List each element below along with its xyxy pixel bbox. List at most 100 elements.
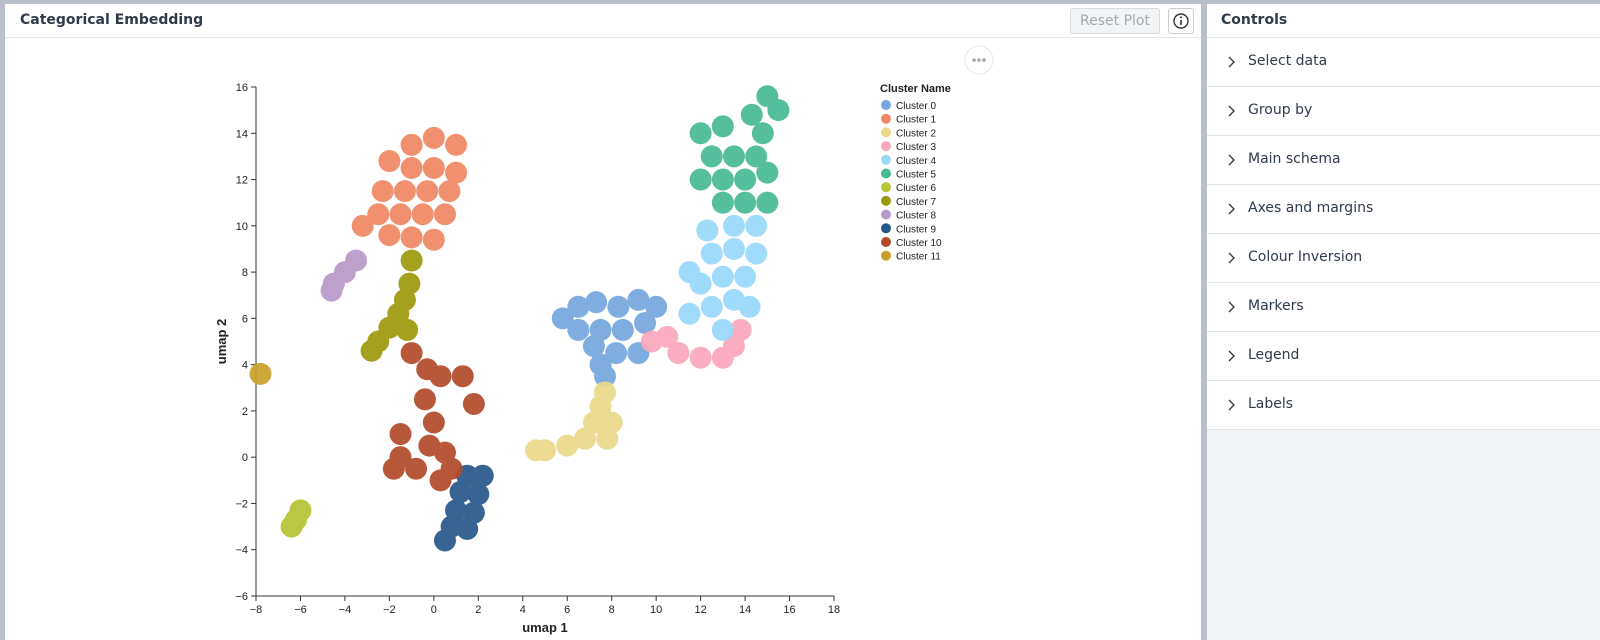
point: [722, 237, 745, 260]
legend-swatch: [881, 223, 891, 234]
point: [751, 122, 774, 145]
point: [382, 457, 405, 480]
chevron: [1228, 154, 1235, 166]
point: [445, 161, 468, 184]
y-tick-label: 4: [242, 360, 248, 372]
legend-label: Cluster 1: [896, 115, 936, 126]
point: [400, 249, 423, 272]
point: [405, 457, 428, 480]
point: [400, 133, 423, 156]
legend-label: Cluster 11: [896, 252, 941, 263]
point: [667, 342, 690, 365]
legend-label: Cluster 3: [896, 142, 936, 153]
control-section[interactable]: Group by: [1207, 87, 1600, 136]
control-section[interactable]: Select data: [1207, 38, 1600, 87]
info-button[interactable]: [1168, 8, 1194, 34]
x-tick-label: −8: [250, 604, 263, 616]
point: [738, 295, 761, 318]
control-section[interactable]: Labels: [1207, 381, 1600, 430]
point: [389, 423, 412, 446]
point: [729, 318, 752, 341]
legend-swatch: [881, 237, 891, 247]
legend-swatch: [881, 209, 891, 220]
legend-label: Cluster 6: [896, 183, 936, 194]
reset-button[interactable]: Reset Plot: [1070, 8, 1160, 34]
point: [451, 365, 474, 388]
legend-label: Cluster 5: [896, 170, 936, 181]
point: [413, 388, 436, 411]
point: [582, 335, 605, 358]
control-section[interactable]: Axes and margins: [1207, 185, 1600, 234]
point: [585, 291, 608, 314]
series: [678, 214, 768, 341]
point: [645, 295, 668, 318]
section-label: Select data: [1248, 53, 1328, 69]
section-label: Group by: [1248, 102, 1313, 118]
x-tick-label: 0: [431, 604, 437, 616]
section-label: Main schema: [1248, 151, 1341, 167]
series: [249, 362, 272, 385]
point: [700, 242, 723, 265]
chevron: [1228, 350, 1235, 362]
x-tick-label: −6: [294, 604, 307, 616]
controls-list: Select data Group by Main schema Axes and m…: [1207, 38, 1600, 430]
menu-button[interactable]: [964, 45, 994, 75]
point: [734, 168, 757, 191]
legend-swatch: [881, 168, 891, 179]
point: [634, 311, 657, 334]
legend-swatch: [881, 127, 891, 138]
legend-label: Cluster 4: [896, 156, 936, 167]
point: [400, 342, 423, 365]
point: [711, 115, 734, 138]
series: [640, 318, 752, 369]
legend-swatch: [881, 195, 891, 206]
point: [656, 325, 679, 348]
chevron: [1228, 301, 1235, 313]
control-section[interactable]: Colour Inversion: [1207, 234, 1600, 283]
point: [411, 203, 434, 226]
point: [471, 464, 494, 487]
x-tick-label: 14: [739, 604, 751, 616]
control-section[interactable]: Main schema: [1207, 136, 1600, 185]
control-section[interactable]: Legend: [1207, 332, 1600, 381]
point: [689, 168, 712, 191]
point: [722, 214, 745, 237]
chevron: [1228, 203, 1235, 215]
x-tick-label: 16: [783, 604, 795, 616]
chevron: [1228, 252, 1235, 264]
point: [734, 191, 757, 214]
control-section[interactable]: Markers: [1207, 283, 1600, 332]
point: [689, 122, 712, 145]
x-axis-title: umap 1: [522, 620, 568, 635]
point: [711, 265, 734, 288]
series: [280, 499, 312, 538]
y-tick-label: −6: [235, 591, 248, 603]
legend-swatch: [881, 250, 891, 261]
x-tick-label: 4: [520, 604, 526, 616]
legend-label: Cluster 2: [896, 128, 936, 139]
point: [378, 150, 401, 173]
point: [696, 219, 719, 242]
point: [449, 480, 472, 503]
y-axis-title: umap 2: [214, 319, 229, 365]
point: [429, 365, 452, 388]
legend-label: Cluster 8: [896, 211, 936, 222]
point: [678, 261, 701, 284]
x-tick-label: 10: [650, 604, 662, 616]
x-tick-label: 8: [609, 604, 615, 616]
legend-swatch: [881, 141, 891, 152]
x-tick-label: −2: [383, 604, 396, 616]
y-tick-label: 2: [242, 406, 248, 418]
chevron: [1228, 399, 1235, 411]
point: [400, 226, 423, 249]
point: [320, 279, 343, 302]
point: [556, 434, 579, 457]
point: [689, 346, 712, 369]
point: [582, 411, 605, 434]
section-label: Colour Inversion: [1248, 249, 1363, 265]
controls-title: Controls: [1221, 12, 1288, 28]
point: [567, 318, 590, 341]
legend-title: Cluster Name: [880, 83, 951, 95]
y-tick-label: 12: [236, 175, 248, 187]
